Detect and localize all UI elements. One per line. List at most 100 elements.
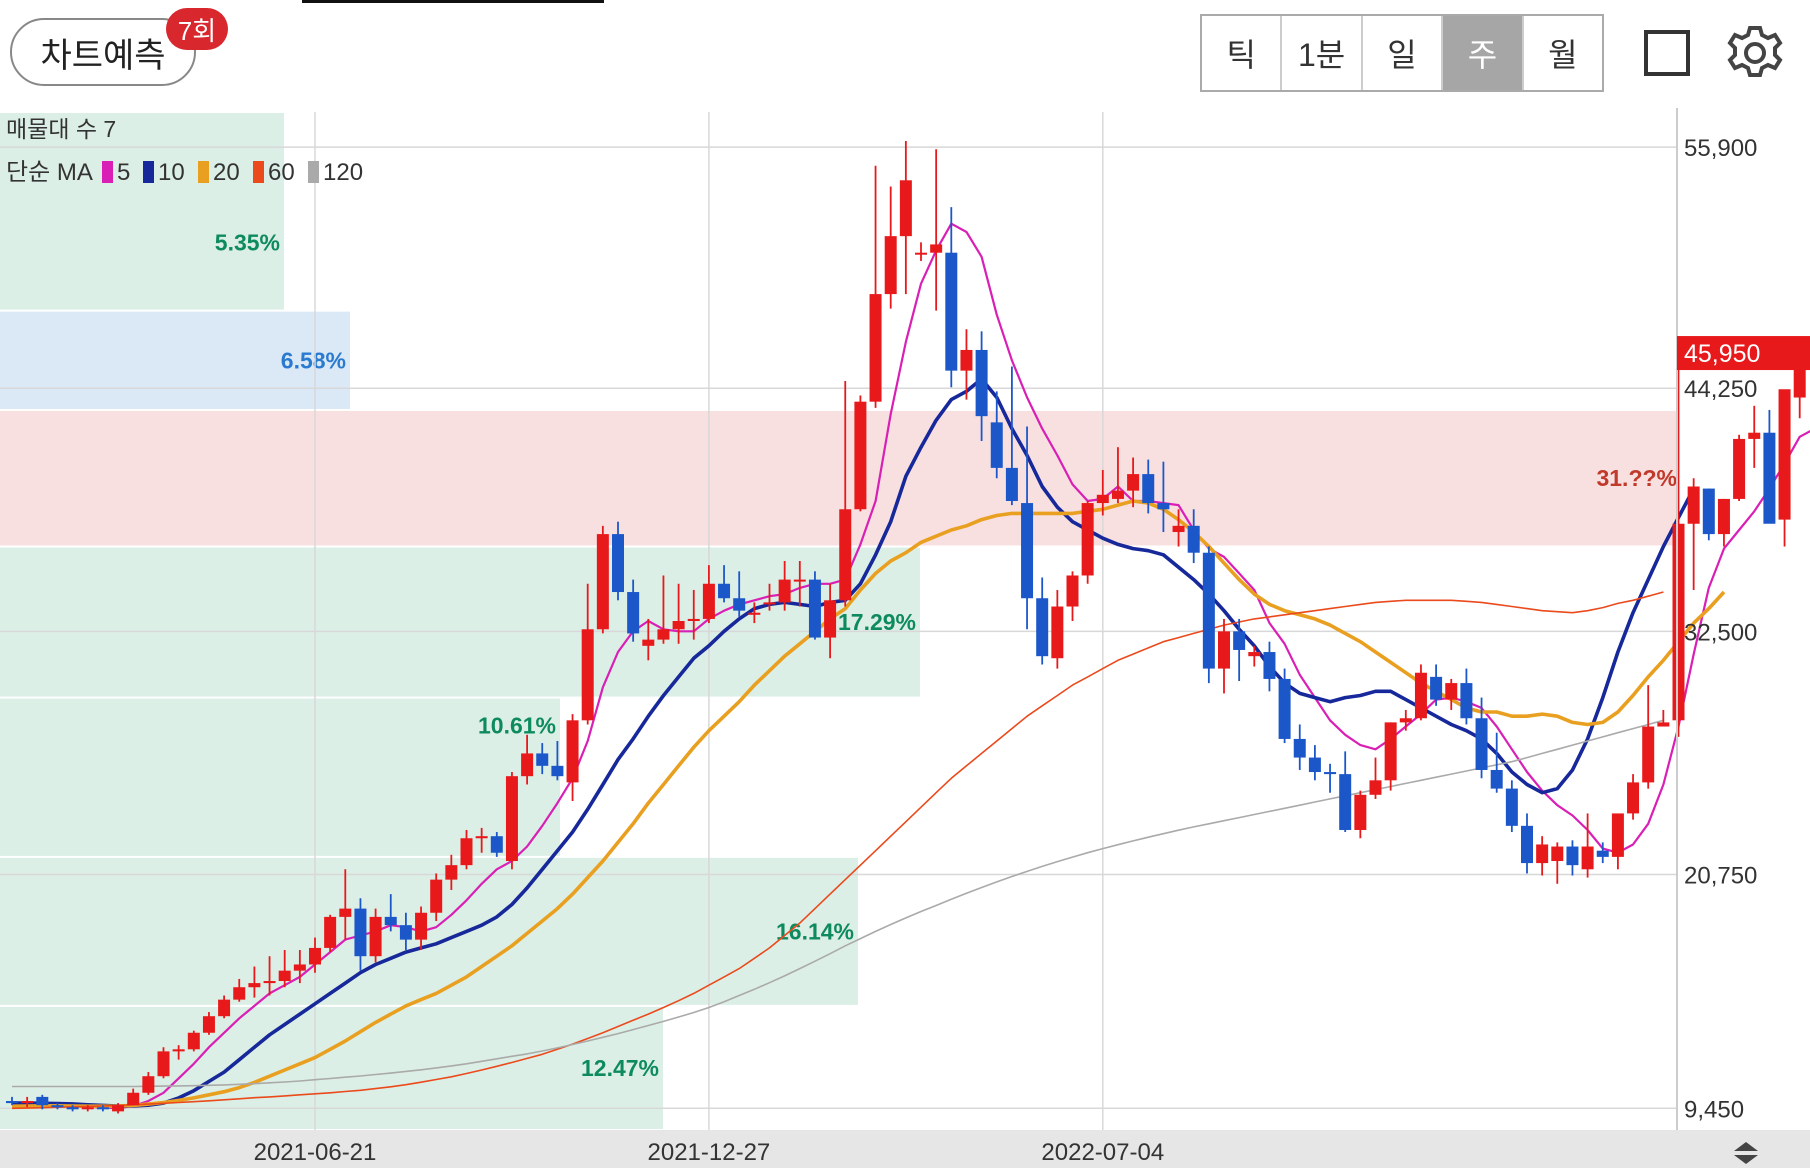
volume-profile-bar — [0, 410, 1677, 546]
ma-legend-period: 120 — [323, 159, 363, 186]
candle-down — [627, 592, 640, 634]
y-tick-label: 32,500 — [1684, 619, 1757, 646]
candle-up — [157, 1051, 170, 1077]
ma-legend-swatch — [253, 161, 264, 183]
candle-down — [1324, 772, 1337, 775]
candle-up — [657, 629, 670, 640]
candle-up — [1657, 722, 1670, 727]
tab-tick[interactable]: 틱 — [1202, 16, 1283, 90]
scroll-updown-icon[interactable] — [1730, 1140, 1762, 1166]
candle-up — [81, 1107, 94, 1110]
candle-up — [505, 776, 518, 862]
candle-down — [1278, 678, 1291, 739]
candle-down — [1293, 738, 1306, 758]
candle-down — [1430, 676, 1443, 700]
candle-down — [36, 1096, 49, 1106]
candle-down — [6, 1101, 18, 1104]
candle-up — [1536, 844, 1549, 864]
ma-line-120 — [12, 719, 1664, 1088]
candlesticks — [6, 140, 1806, 1114]
tab-month[interactable]: 월 — [1524, 16, 1602, 90]
candle-up — [1717, 498, 1730, 535]
gear-icon[interactable] — [1726, 24, 1784, 82]
candle-down — [1505, 788, 1518, 826]
candle-up — [1778, 389, 1791, 520]
candle-up — [278, 970, 291, 982]
candle-up — [460, 838, 473, 866]
candle-up — [854, 401, 867, 510]
tab-1min-label: 1분 — [1297, 37, 1346, 73]
candle-down — [1202, 552, 1215, 669]
x-tick-label: 2021-06-21 — [254, 1139, 377, 1166]
candle-down — [1187, 525, 1200, 553]
ma-line-60 — [11, 591, 1664, 1110]
ma-legend-period: 5 — [117, 159, 130, 186]
last-price-label: 45,950 — [1684, 340, 1760, 368]
candle-up — [1551, 846, 1564, 862]
tab-month-label: 월 — [1548, 37, 1578, 73]
price-chart[interactable]: 5.35%6.58%31.??%17.29%10.61%16.14%12.47%… — [0, 108, 1810, 1168]
candle-up — [566, 720, 579, 783]
candle-up — [1081, 503, 1094, 576]
candle-down — [96, 1107, 109, 1110]
candle-up — [763, 602, 776, 605]
candle-up — [263, 981, 276, 984]
volume-profile-legend: 매물대 수 7 — [6, 116, 116, 142]
candle-down — [1233, 631, 1246, 650]
volume-profile-bar — [0, 698, 560, 856]
candle-up — [1642, 726, 1655, 783]
candle-up — [1733, 438, 1746, 499]
candle-up — [233, 987, 246, 1000]
tab-day-label: 일 — [1387, 37, 1417, 73]
candle-up — [1354, 794, 1367, 830]
candle-down — [1021, 503, 1034, 599]
y-tick-label: 20,750 — [1684, 862, 1757, 889]
candle-up — [187, 1032, 200, 1050]
volume-profile: 5.35%6.58%31.??%17.29%10.61%16.14%12.47% — [0, 113, 1677, 1129]
candle-up — [581, 629, 594, 721]
candle-up — [324, 916, 337, 948]
candle-up — [142, 1076, 155, 1093]
candle-up — [1096, 494, 1109, 504]
candle-up — [445, 865, 458, 880]
x-tick-label: 2021-12-27 — [648, 1139, 771, 1166]
top-toolbar: 차트예측 7회 틱 1분 일 주 월 — [0, 0, 1810, 108]
candle-down — [1460, 683, 1473, 719]
volume-profile-pct: 10.61% — [478, 713, 556, 739]
volume-profile-bar — [0, 1006, 663, 1129]
candle-up — [1051, 606, 1064, 659]
chart-predict-label: 차트예측 — [40, 36, 166, 75]
tab-day[interactable]: 일 — [1363, 16, 1444, 90]
candle-down — [1596, 850, 1609, 857]
tab-1min[interactable]: 1분 — [1282, 16, 1363, 90]
candle-down — [808, 579, 821, 638]
candle-up — [687, 618, 700, 621]
candle-up — [430, 879, 443, 913]
candle-up — [1066, 575, 1079, 607]
chart-predict-button[interactable]: 차트예측 — [10, 18, 196, 86]
candle-up — [1581, 846, 1594, 870]
candle-down — [975, 349, 988, 417]
candle-down — [1036, 598, 1049, 657]
candle-down — [1521, 825, 1533, 864]
tab-week[interactable]: 주 — [1443, 16, 1524, 90]
candle-down — [1490, 769, 1503, 789]
candle-up — [824, 600, 837, 638]
tab-week-label: 주 — [1467, 37, 1498, 73]
candle-up — [1414, 672, 1427, 719]
candle-up — [915, 252, 927, 255]
candle-up — [748, 612, 761, 615]
candle-up — [521, 753, 534, 777]
candle-up — [415, 912, 428, 940]
candle-up — [218, 999, 231, 1017]
candle-down — [1005, 467, 1018, 501]
candle-down — [612, 534, 624, 593]
candle-up — [21, 1101, 34, 1104]
candle-down — [66, 1107, 79, 1110]
candle-down — [1566, 846, 1579, 866]
volume-profile-pct: 16.14% — [776, 918, 854, 944]
candle-down — [1263, 652, 1276, 679]
square-icon[interactable] — [1644, 30, 1690, 76]
candle-up — [1111, 490, 1124, 499]
top-divider — [302, 0, 604, 3]
